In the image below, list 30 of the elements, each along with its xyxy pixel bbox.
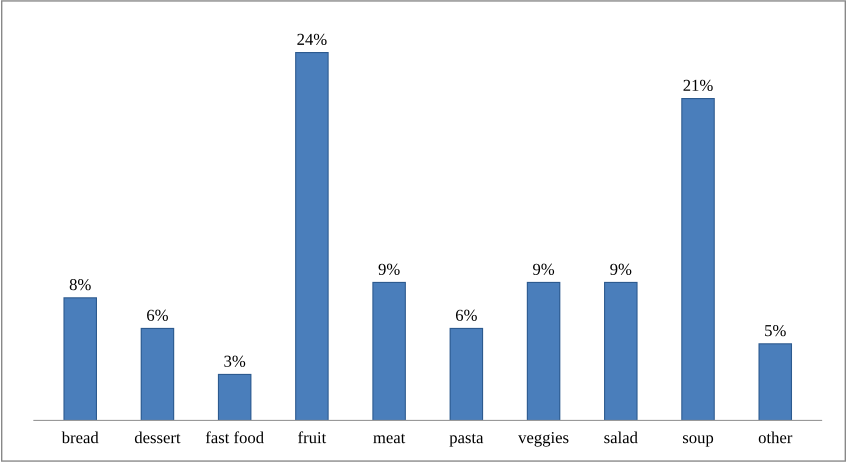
data-label: 21% [683, 80, 713, 92]
x-tick-label: pasta [449, 434, 484, 447]
bar [295, 52, 329, 420]
data-label: 8% [70, 278, 91, 290]
data-label: 6% [456, 310, 477, 321]
data-label: 5% [765, 324, 786, 336]
bar [604, 282, 638, 420]
bar [63, 297, 97, 420]
data-label: 9% [378, 264, 400, 275]
bar [372, 282, 406, 420]
x-tick-label: soup [682, 435, 714, 447]
data-label: 9% [610, 264, 632, 275]
x-tick-label: other [758, 432, 792, 444]
bar [526, 282, 560, 420]
bar [681, 98, 715, 420]
data-label: 24% [297, 34, 327, 46]
x-tick-label: dessert [134, 432, 180, 444]
data-label: 6% [147, 310, 168, 321]
data-label: 9% [533, 264, 554, 275]
bar [450, 328, 484, 420]
bar [140, 328, 174, 420]
x-tick-label: fruit [298, 431, 326, 444]
x-tick-label: meat [373, 434, 406, 444]
bar [218, 374, 252, 420]
x-tick-label: veggies [518, 432, 568, 447]
x-tick-label: bread [62, 432, 99, 444]
x-tick-label: salad [604, 432, 638, 444]
data-label: 3% [224, 356, 246, 367]
bar [758, 343, 792, 420]
x-tick-label: fast food [206, 431, 264, 444]
